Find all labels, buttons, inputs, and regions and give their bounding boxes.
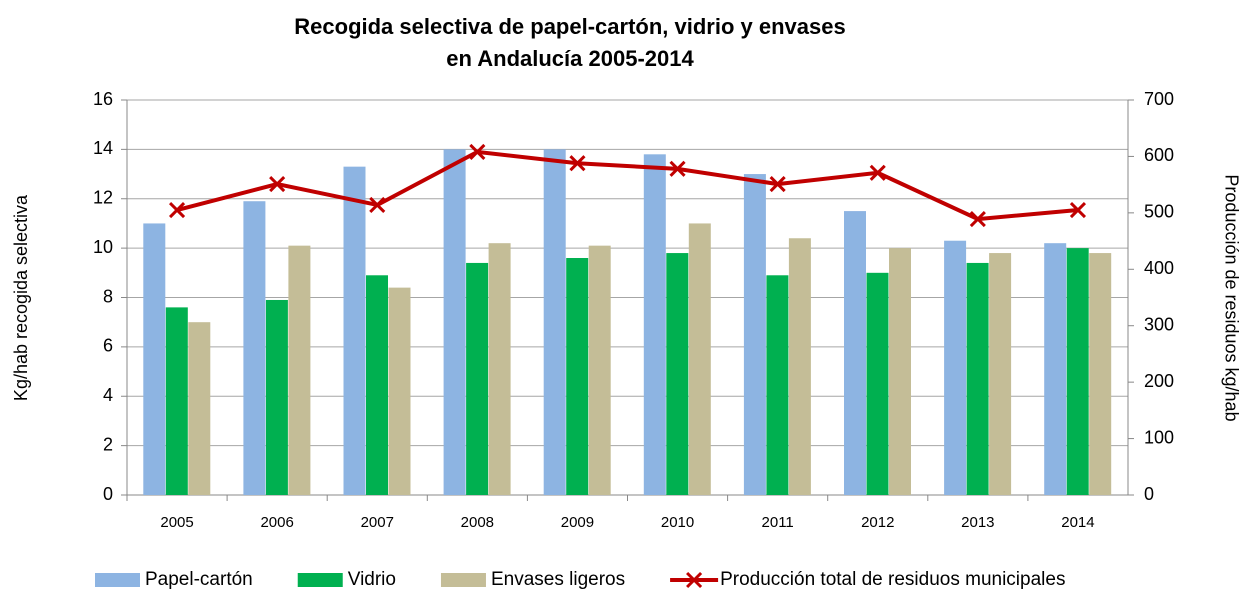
y2-tick-label: 500: [1144, 202, 1174, 222]
x-tick-label: 2009: [561, 514, 594, 531]
bar: [343, 166, 366, 495]
y-tick-label: 6: [103, 336, 113, 356]
bar: [243, 201, 266, 495]
y2-tick-label: 200: [1144, 371, 1174, 391]
bar: [944, 240, 967, 495]
y2-tick-label: 100: [1144, 427, 1174, 447]
marker: [269, 176, 286, 193]
y-tick-label: 4: [103, 385, 113, 405]
bar: [366, 275, 388, 495]
bar: [989, 253, 1012, 495]
legend-label: Producción total de residuos municipales: [720, 569, 1065, 590]
bar: [388, 287, 411, 495]
bar: [466, 262, 489, 495]
bar: [844, 211, 866, 495]
legend-swatch: [297, 573, 343, 587]
bar: [443, 149, 466, 495]
bar: [288, 245, 311, 495]
marker: [569, 155, 586, 172]
marker: [969, 211, 986, 228]
x-tick-label: 2013: [961, 514, 994, 531]
y2-tick-label: 0: [1144, 484, 1154, 504]
y-tick-label: 8: [103, 286, 113, 306]
y-tick-label: 12: [93, 188, 113, 208]
x-tick-label: 2014: [1061, 514, 1094, 531]
bar: [165, 307, 188, 495]
bar: [143, 223, 166, 495]
x-tick-label: 2005: [160, 514, 193, 531]
bar: [643, 154, 666, 495]
x-tick-label: 2006: [260, 514, 293, 531]
bar: [265, 299, 288, 495]
bar: [766, 275, 789, 495]
legend-label: Vidrio: [348, 569, 396, 590]
bar: [966, 262, 989, 495]
y2-tick-label: 600: [1144, 145, 1174, 165]
x-tick-label: 2012: [861, 514, 894, 531]
marker: [769, 176, 786, 193]
legend-label: Envases ligeros: [491, 569, 625, 590]
chart-title: Recogida selectiva de papel-cartón, vidr…: [294, 14, 845, 39]
bar: [688, 223, 711, 495]
bar: [188, 322, 211, 495]
legend-swatch: [95, 573, 140, 587]
bar: [788, 238, 811, 495]
bar: [743, 174, 766, 495]
marker: [469, 143, 486, 160]
marker: [669, 160, 686, 177]
bar: [488, 243, 511, 495]
y2-tick-label: 300: [1144, 314, 1174, 334]
line: [176, 149, 1079, 222]
x-tick-label: 2010: [661, 514, 694, 531]
y-tick-label: 16: [93, 89, 113, 109]
bar: [666, 253, 689, 495]
x-tick-label: 2008: [461, 514, 494, 531]
bar: [889, 248, 911, 495]
bar: [543, 149, 566, 495]
marker: [869, 164, 886, 181]
y-tick-label: 10: [93, 237, 113, 257]
y2-axis-label: Producción de residuos kg/hab: [1221, 174, 1241, 421]
y-tick-label: 0: [103, 484, 113, 504]
bar: [588, 245, 611, 495]
legend-swatch: [440, 573, 486, 587]
y2-tick-label: 700: [1144, 89, 1174, 109]
bar: [1066, 248, 1089, 495]
bar: [1089, 253, 1112, 495]
bar: [866, 272, 889, 495]
y2-tick-label: 400: [1144, 258, 1174, 278]
chart-title: en Andalucía 2005-2014: [446, 46, 694, 71]
legend-swatch: [686, 571, 703, 589]
marker: [168, 201, 186, 219]
marker: [369, 196, 386, 214]
y-tick-label: 14: [93, 138, 113, 158]
marker: [1069, 201, 1087, 219]
legend-label: Papel-cartón: [145, 569, 253, 590]
x-tick-label: 2007: [361, 514, 394, 531]
bar: [566, 258, 589, 495]
x-tick-label: 2011: [762, 514, 794, 531]
y-axis-label: Kg/hab recogida selectiva: [11, 194, 31, 401]
y-tick-label: 2: [103, 434, 113, 454]
bar: [1044, 243, 1067, 495]
